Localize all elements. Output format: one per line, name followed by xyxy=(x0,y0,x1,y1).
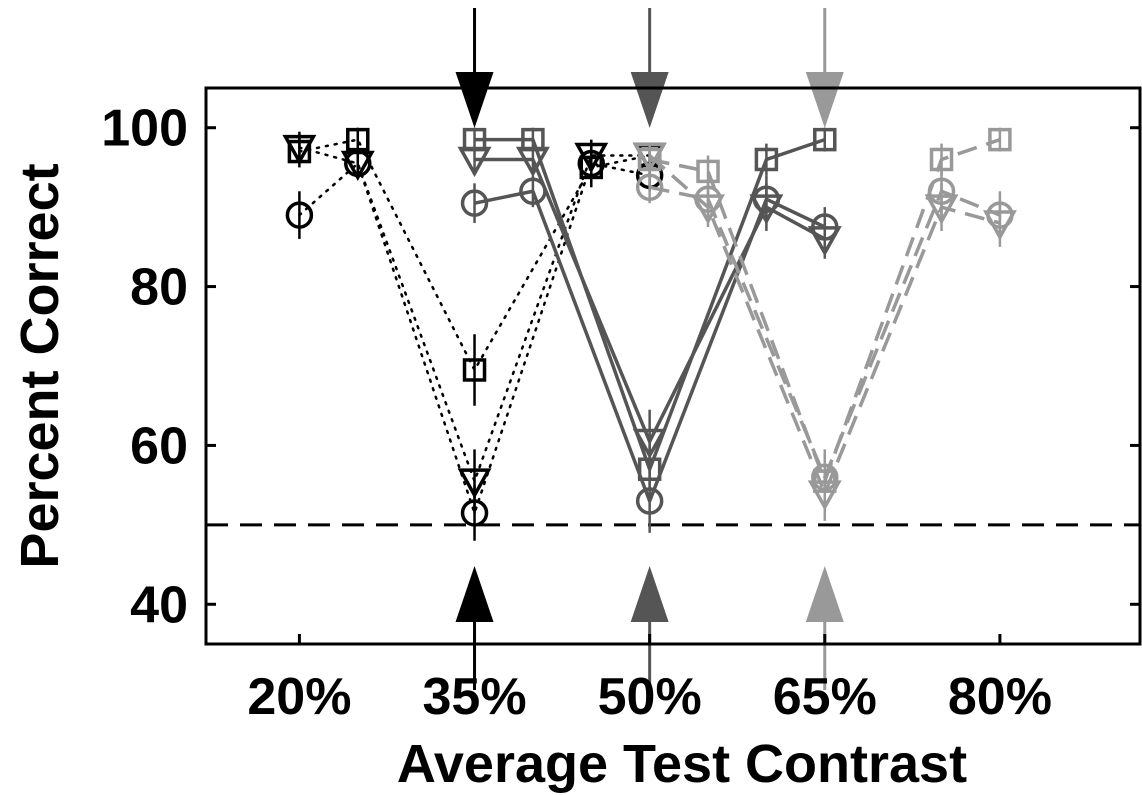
series-layer xyxy=(282,127,1017,541)
data-point-triangle xyxy=(282,134,317,166)
x-tick-label: 20% xyxy=(247,668,351,726)
x-tick-label: 80% xyxy=(948,668,1052,726)
data-point-triangle xyxy=(457,146,492,178)
data-point-triangle xyxy=(340,150,375,182)
y-tick-label: 100 xyxy=(101,100,188,158)
data-point-triangle xyxy=(632,428,667,460)
data-point-triangle xyxy=(515,146,550,178)
data-point-square xyxy=(346,127,370,152)
data-point-triangle xyxy=(807,226,842,257)
y-tick-label: 60 xyxy=(130,417,188,475)
data-point-triangle xyxy=(691,194,726,225)
arrow-group-2 xyxy=(630,8,669,690)
top-arrow-head xyxy=(455,72,494,128)
x-tick-label: 50% xyxy=(598,668,702,726)
data-point-square xyxy=(462,127,487,152)
x-tick-label: 35% xyxy=(422,668,526,726)
bottom-arrow-head xyxy=(630,566,669,622)
data-point-circle xyxy=(285,201,314,229)
y-axis-title: Percent Correct xyxy=(10,163,70,568)
data-point-square xyxy=(521,127,545,152)
data-point-triangle xyxy=(749,194,784,225)
data-point-square xyxy=(696,159,720,184)
series-6 xyxy=(457,146,842,474)
data-point-square xyxy=(462,358,487,382)
data-point-circle xyxy=(635,173,664,202)
arrow-group-3 xyxy=(805,8,844,690)
data-point-square xyxy=(813,127,837,152)
bottom-arrow-head xyxy=(805,566,844,622)
tick-layer: 40 60 80 100 20% 35% 50% 65% 80% xyxy=(101,100,1140,726)
x-tick-label: 65% xyxy=(773,668,877,726)
data-point-triangle xyxy=(457,468,492,499)
top-arrow-head xyxy=(630,72,669,128)
data-point-square xyxy=(988,127,1012,152)
data-point-triangle xyxy=(632,142,667,174)
series-3 xyxy=(282,131,667,513)
series-9 xyxy=(632,142,1017,521)
arrow-group-1 xyxy=(455,8,494,690)
axes-layer xyxy=(204,86,1142,646)
top-arrow-head xyxy=(805,72,844,128)
data-point-triangle xyxy=(982,210,1017,241)
data-point-triangle xyxy=(574,142,609,174)
plot-frame xyxy=(204,86,1142,646)
x-axis-title: Average Test Contrast xyxy=(397,734,967,794)
y-tick-label: 40 xyxy=(130,576,188,634)
data-point-circle xyxy=(460,189,489,217)
data-point-triangle xyxy=(807,480,842,511)
bottom-arrow-head xyxy=(455,566,494,622)
data-point-triangle xyxy=(924,194,959,225)
y-tick-label: 80 xyxy=(130,259,188,317)
data-point-square xyxy=(929,147,954,172)
arrow-layer xyxy=(455,8,844,690)
data-point-square xyxy=(754,147,779,172)
